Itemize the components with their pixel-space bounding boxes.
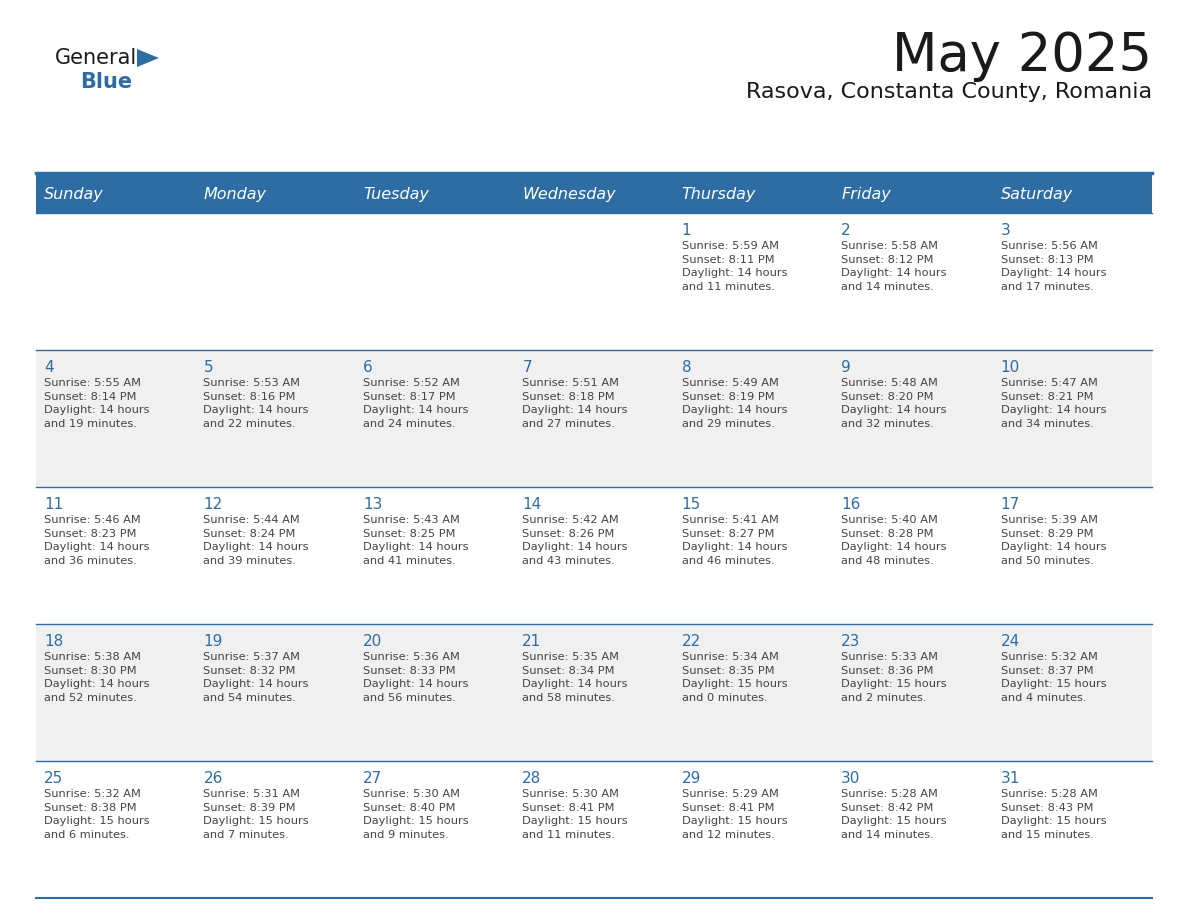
- Text: Sunrise: 5:29 AM
Sunset: 8:41 PM
Daylight: 15 hours
and 12 minutes.: Sunrise: 5:29 AM Sunset: 8:41 PM Dayligh…: [682, 789, 788, 840]
- Text: 20: 20: [362, 634, 383, 649]
- Text: Sunrise: 5:37 AM
Sunset: 8:32 PM
Daylight: 14 hours
and 54 minutes.: Sunrise: 5:37 AM Sunset: 8:32 PM Dayligh…: [203, 652, 309, 703]
- Bar: [36, 624, 1152, 761]
- Text: 28: 28: [523, 771, 542, 786]
- Text: 19: 19: [203, 634, 223, 649]
- Text: Sunrise: 5:51 AM
Sunset: 8:18 PM
Daylight: 14 hours
and 27 minutes.: Sunrise: 5:51 AM Sunset: 8:18 PM Dayligh…: [523, 378, 627, 429]
- Text: Sunrise: 5:55 AM
Sunset: 8:14 PM
Daylight: 14 hours
and 19 minutes.: Sunrise: 5:55 AM Sunset: 8:14 PM Dayligh…: [44, 378, 150, 429]
- Text: Sunrise: 5:58 AM
Sunset: 8:12 PM
Daylight: 14 hours
and 14 minutes.: Sunrise: 5:58 AM Sunset: 8:12 PM Dayligh…: [841, 241, 947, 292]
- Text: Sunrise: 5:30 AM
Sunset: 8:41 PM
Daylight: 15 hours
and 11 minutes.: Sunrise: 5:30 AM Sunset: 8:41 PM Dayligh…: [523, 789, 628, 840]
- Text: Sunrise: 5:35 AM
Sunset: 8:34 PM
Daylight: 14 hours
and 58 minutes.: Sunrise: 5:35 AM Sunset: 8:34 PM Dayligh…: [523, 652, 627, 703]
- Text: 13: 13: [362, 497, 383, 512]
- Text: Sunrise: 5:42 AM
Sunset: 8:26 PM
Daylight: 14 hours
and 43 minutes.: Sunrise: 5:42 AM Sunset: 8:26 PM Dayligh…: [523, 515, 627, 565]
- Text: Sunrise: 5:32 AM
Sunset: 8:37 PM
Daylight: 15 hours
and 4 minutes.: Sunrise: 5:32 AM Sunset: 8:37 PM Dayligh…: [1000, 652, 1106, 703]
- Text: Sunrise: 5:46 AM
Sunset: 8:23 PM
Daylight: 14 hours
and 36 minutes.: Sunrise: 5:46 AM Sunset: 8:23 PM Dayligh…: [44, 515, 150, 565]
- Text: 6: 6: [362, 360, 373, 375]
- Text: Friday: Friday: [841, 186, 891, 201]
- Text: 22: 22: [682, 634, 701, 649]
- Text: Sunrise: 5:52 AM
Sunset: 8:17 PM
Daylight: 14 hours
and 24 minutes.: Sunrise: 5:52 AM Sunset: 8:17 PM Dayligh…: [362, 378, 468, 429]
- Text: Sunrise: 5:28 AM
Sunset: 8:43 PM
Daylight: 15 hours
and 15 minutes.: Sunrise: 5:28 AM Sunset: 8:43 PM Dayligh…: [1000, 789, 1106, 840]
- Text: 11: 11: [44, 497, 63, 512]
- Text: Sunrise: 5:28 AM
Sunset: 8:42 PM
Daylight: 15 hours
and 14 minutes.: Sunrise: 5:28 AM Sunset: 8:42 PM Dayligh…: [841, 789, 947, 840]
- Text: Sunrise: 5:39 AM
Sunset: 8:29 PM
Daylight: 14 hours
and 50 minutes.: Sunrise: 5:39 AM Sunset: 8:29 PM Dayligh…: [1000, 515, 1106, 565]
- Bar: [36, 487, 1152, 624]
- Text: 15: 15: [682, 497, 701, 512]
- Text: 23: 23: [841, 634, 860, 649]
- Text: Sunrise: 5:41 AM
Sunset: 8:27 PM
Daylight: 14 hours
and 46 minutes.: Sunrise: 5:41 AM Sunset: 8:27 PM Dayligh…: [682, 515, 788, 565]
- Text: 12: 12: [203, 497, 222, 512]
- Text: 25: 25: [44, 771, 63, 786]
- Bar: [36, 350, 1152, 487]
- Text: Sunrise: 5:47 AM
Sunset: 8:21 PM
Daylight: 14 hours
and 34 minutes.: Sunrise: 5:47 AM Sunset: 8:21 PM Dayligh…: [1000, 378, 1106, 429]
- Text: 30: 30: [841, 771, 860, 786]
- Text: Sunrise: 5:53 AM
Sunset: 8:16 PM
Daylight: 14 hours
and 22 minutes.: Sunrise: 5:53 AM Sunset: 8:16 PM Dayligh…: [203, 378, 309, 429]
- Text: Sunrise: 5:44 AM
Sunset: 8:24 PM
Daylight: 14 hours
and 39 minutes.: Sunrise: 5:44 AM Sunset: 8:24 PM Dayligh…: [203, 515, 309, 565]
- Text: Saturday: Saturday: [1000, 186, 1073, 201]
- Text: 27: 27: [362, 771, 383, 786]
- Text: 4: 4: [44, 360, 53, 375]
- Text: 26: 26: [203, 771, 223, 786]
- Text: Blue: Blue: [80, 72, 132, 92]
- Text: 5: 5: [203, 360, 213, 375]
- Text: 10: 10: [1000, 360, 1019, 375]
- Text: Sunrise: 5:33 AM
Sunset: 8:36 PM
Daylight: 15 hours
and 2 minutes.: Sunrise: 5:33 AM Sunset: 8:36 PM Dayligh…: [841, 652, 947, 703]
- Text: 16: 16: [841, 497, 860, 512]
- Text: Sunrise: 5:40 AM
Sunset: 8:28 PM
Daylight: 14 hours
and 48 minutes.: Sunrise: 5:40 AM Sunset: 8:28 PM Dayligh…: [841, 515, 947, 565]
- Text: Sunrise: 5:31 AM
Sunset: 8:39 PM
Daylight: 15 hours
and 7 minutes.: Sunrise: 5:31 AM Sunset: 8:39 PM Dayligh…: [203, 789, 309, 840]
- Text: Sunrise: 5:48 AM
Sunset: 8:20 PM
Daylight: 14 hours
and 32 minutes.: Sunrise: 5:48 AM Sunset: 8:20 PM Dayligh…: [841, 378, 947, 429]
- Text: Thursday: Thursday: [682, 186, 756, 201]
- Text: 8: 8: [682, 360, 691, 375]
- Text: 24: 24: [1000, 634, 1019, 649]
- Text: 21: 21: [523, 634, 542, 649]
- Text: 1: 1: [682, 223, 691, 238]
- Text: Wednesday: Wednesday: [523, 186, 615, 201]
- Text: Sunrise: 5:38 AM
Sunset: 8:30 PM
Daylight: 14 hours
and 52 minutes.: Sunrise: 5:38 AM Sunset: 8:30 PM Dayligh…: [44, 652, 150, 703]
- Polygon shape: [137, 49, 159, 67]
- Text: Sunday: Sunday: [44, 186, 103, 201]
- Text: 7: 7: [523, 360, 532, 375]
- Text: 29: 29: [682, 771, 701, 786]
- Text: 14: 14: [523, 497, 542, 512]
- Text: 2: 2: [841, 223, 851, 238]
- Text: Sunrise: 5:49 AM
Sunset: 8:19 PM
Daylight: 14 hours
and 29 minutes.: Sunrise: 5:49 AM Sunset: 8:19 PM Dayligh…: [682, 378, 788, 429]
- Text: May 2025: May 2025: [892, 30, 1152, 82]
- Text: Tuesday: Tuesday: [362, 186, 429, 201]
- Bar: [36, 761, 1152, 898]
- Text: 17: 17: [1000, 497, 1019, 512]
- Text: 18: 18: [44, 634, 63, 649]
- Text: 9: 9: [841, 360, 851, 375]
- Text: Sunrise: 5:56 AM
Sunset: 8:13 PM
Daylight: 14 hours
and 17 minutes.: Sunrise: 5:56 AM Sunset: 8:13 PM Dayligh…: [1000, 241, 1106, 292]
- Text: Monday: Monday: [203, 186, 266, 201]
- Text: Sunrise: 5:36 AM
Sunset: 8:33 PM
Daylight: 14 hours
and 56 minutes.: Sunrise: 5:36 AM Sunset: 8:33 PM Dayligh…: [362, 652, 468, 703]
- Text: General: General: [55, 48, 138, 68]
- Bar: [36, 175, 1152, 213]
- Text: Sunrise: 5:43 AM
Sunset: 8:25 PM
Daylight: 14 hours
and 41 minutes.: Sunrise: 5:43 AM Sunset: 8:25 PM Dayligh…: [362, 515, 468, 565]
- Text: Sunrise: 5:32 AM
Sunset: 8:38 PM
Daylight: 15 hours
and 6 minutes.: Sunrise: 5:32 AM Sunset: 8:38 PM Dayligh…: [44, 789, 150, 840]
- Text: Rasova, Constanta County, Romania: Rasova, Constanta County, Romania: [746, 82, 1152, 102]
- Bar: [36, 213, 1152, 350]
- Text: Sunrise: 5:34 AM
Sunset: 8:35 PM
Daylight: 15 hours
and 0 minutes.: Sunrise: 5:34 AM Sunset: 8:35 PM Dayligh…: [682, 652, 788, 703]
- Text: Sunrise: 5:59 AM
Sunset: 8:11 PM
Daylight: 14 hours
and 11 minutes.: Sunrise: 5:59 AM Sunset: 8:11 PM Dayligh…: [682, 241, 788, 292]
- Text: 3: 3: [1000, 223, 1010, 238]
- Text: 31: 31: [1000, 771, 1020, 786]
- Text: Sunrise: 5:30 AM
Sunset: 8:40 PM
Daylight: 15 hours
and 9 minutes.: Sunrise: 5:30 AM Sunset: 8:40 PM Dayligh…: [362, 789, 468, 840]
